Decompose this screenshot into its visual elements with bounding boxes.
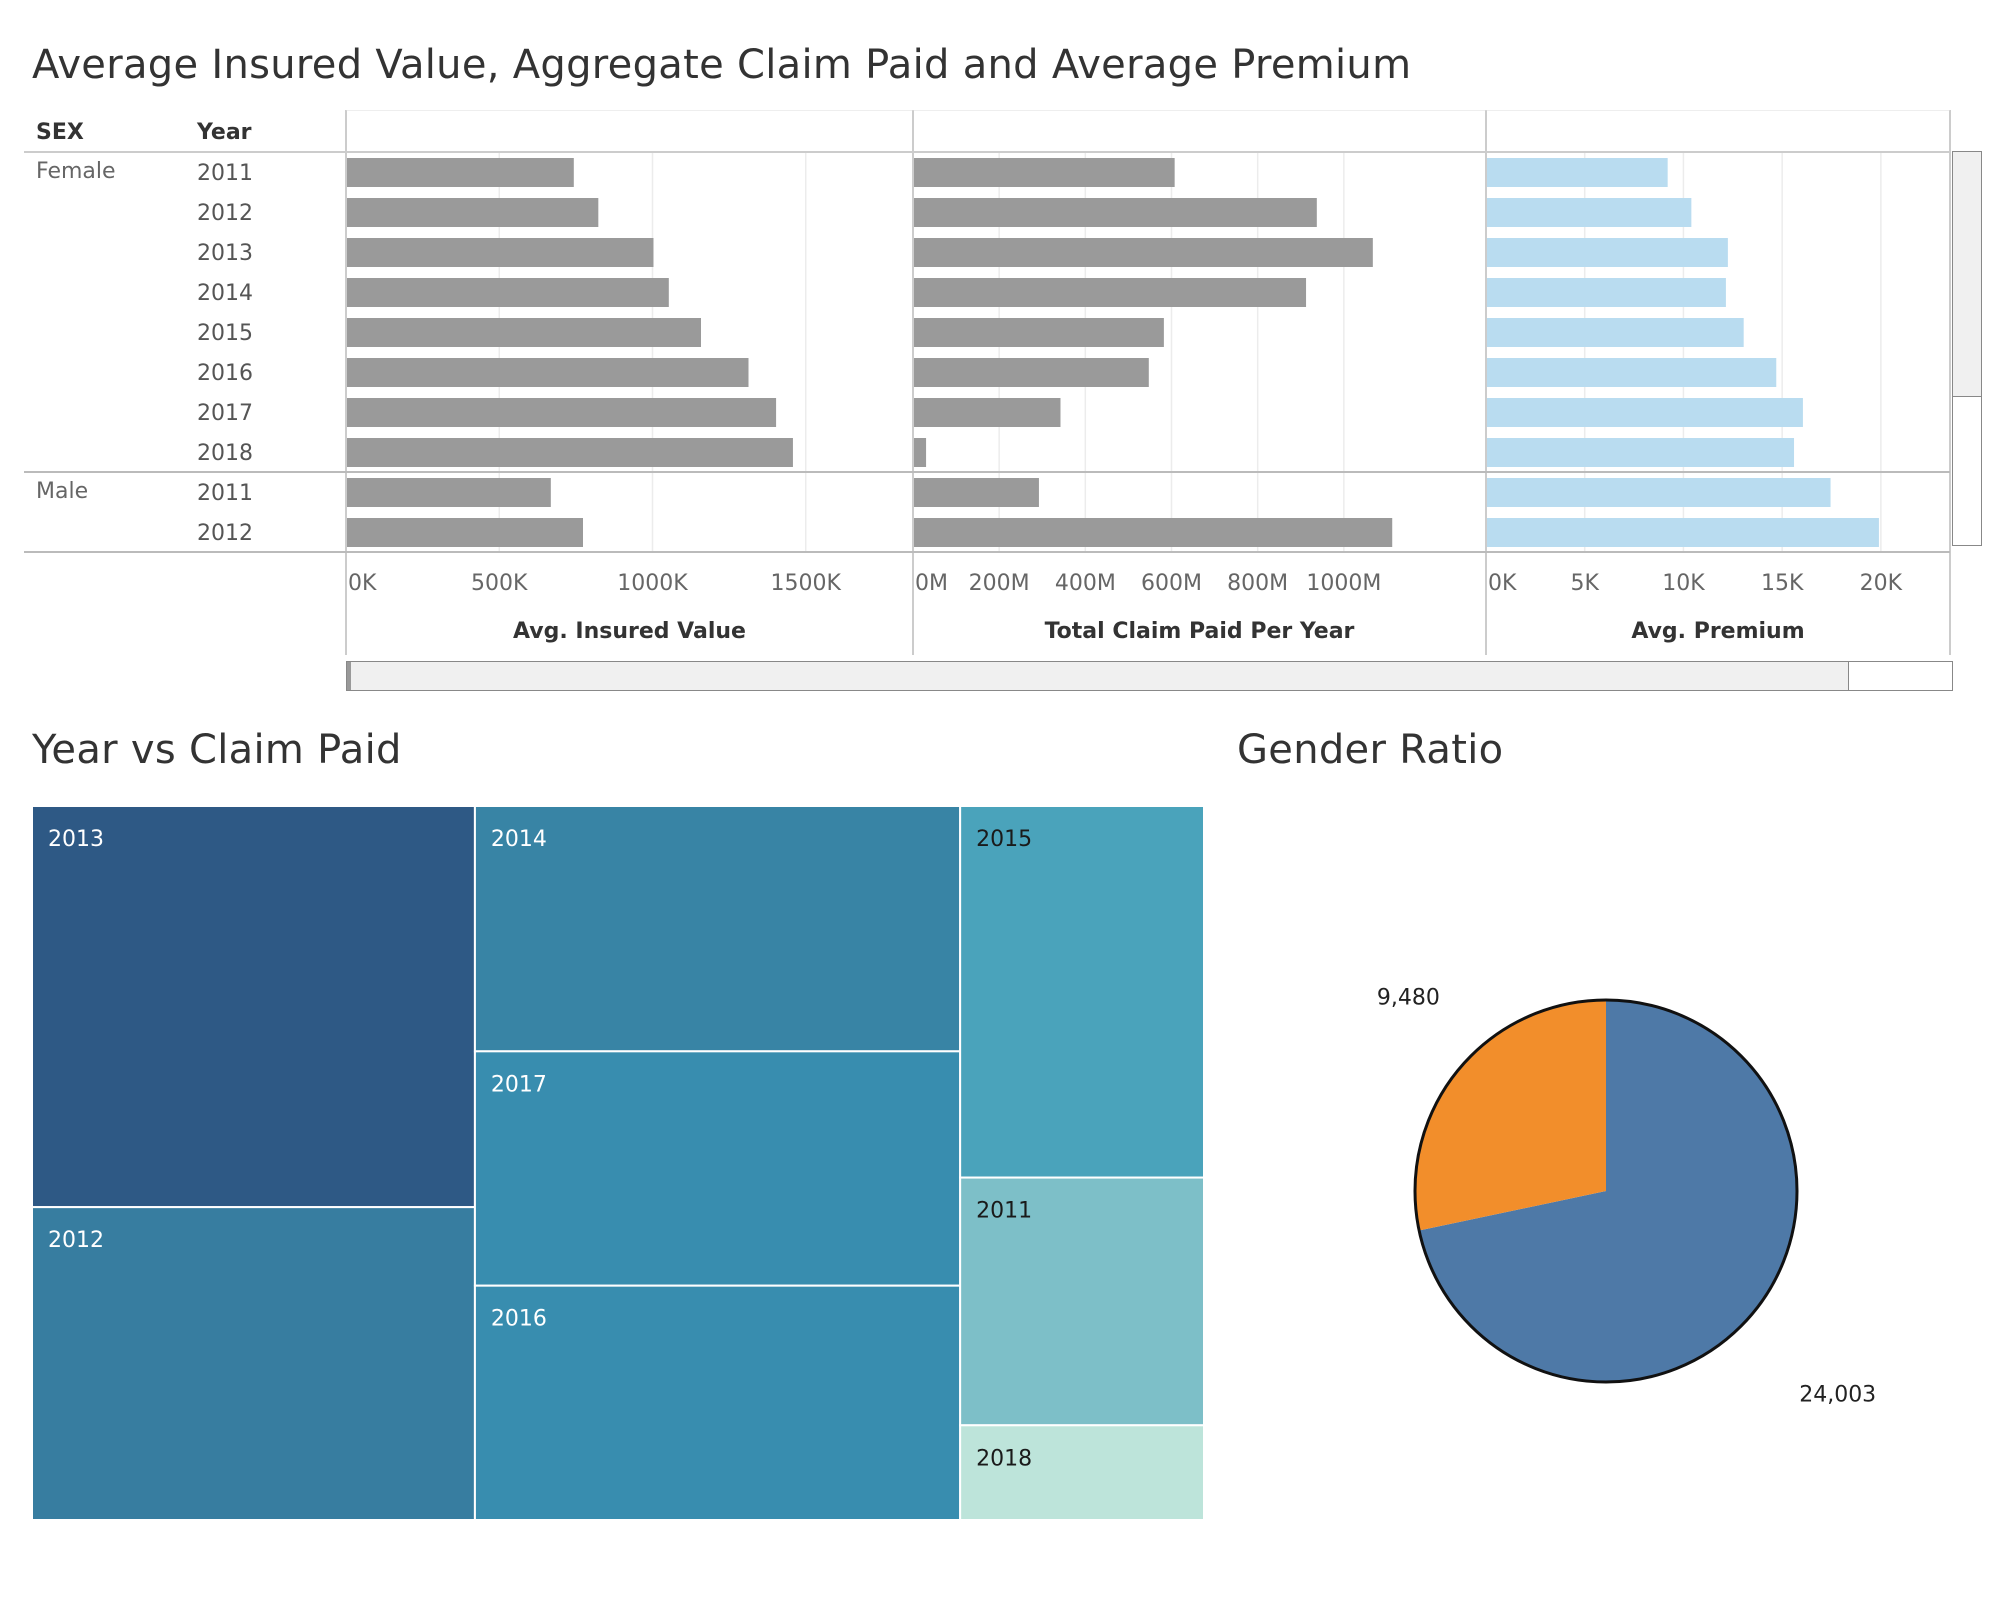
- bar: [914, 478, 1039, 507]
- treemap-cell-label: 2015: [976, 827, 1032, 852]
- bar: [1487, 198, 1692, 227]
- bar: [914, 358, 1149, 387]
- horizontal-scrollbar[interactable]: [346, 661, 1953, 691]
- pie-value-label: 9,480: [1377, 985, 1440, 1010]
- tick-label: 1500K: [771, 571, 842, 596]
- bar: [914, 238, 1373, 267]
- treemap-chart: 2013 2012 2014 2017 2016 2015 2011 2018: [32, 806, 1204, 1520]
- bar: [347, 478, 551, 507]
- bar: [347, 238, 654, 267]
- vertical-scrollbar-thumb[interactable]: [1953, 152, 1981, 397]
- year-label: 2017: [197, 401, 253, 426]
- tick-label: 0M: [915, 571, 948, 596]
- treemap-cell-label: 2016: [491, 1307, 547, 1332]
- bar: [914, 158, 1175, 187]
- year-label: 2013: [197, 241, 253, 266]
- bar: [914, 438, 927, 467]
- axis-title: Avg. Insured Value: [513, 619, 746, 644]
- sex-label: Male: [36, 479, 88, 504]
- bar: [347, 278, 669, 307]
- bar: [1487, 278, 1726, 307]
- bar: [347, 198, 599, 227]
- bar: [1487, 358, 1777, 387]
- tick-label: 0K: [348, 571, 377, 596]
- treemap-cell-label: 2012: [48, 1228, 104, 1253]
- bar: [1487, 158, 1668, 187]
- year-label: 2014: [197, 281, 253, 306]
- bar: [1487, 438, 1795, 467]
- bar-chart-panels: Female 2011 2012 2013 2014 2015 2016 2017 2018 Ma…: [24, 110, 1951, 655]
- tick-label: 600M: [1141, 571, 1202, 596]
- pie-title: Gender Ratio: [1237, 727, 1504, 773]
- bar: [1487, 518, 1879, 547]
- treemap-cell-label: 2017: [491, 1072, 547, 1097]
- axis-title: Avg. Premium: [1631, 619, 1804, 644]
- tick-label: 1000M: [1306, 571, 1381, 596]
- top-chart-title: Average Insured Value, Aggregate Claim P…: [32, 42, 1412, 88]
- bar: [347, 518, 583, 547]
- treemap-cell-label: 2014: [491, 827, 547, 852]
- pie-chart: 24,003 9,480: [1377, 985, 1876, 1407]
- tick-label: 20K: [1860, 571, 1903, 596]
- tick-label: 10K: [1662, 571, 1705, 596]
- year-label: 2012: [197, 201, 253, 226]
- treemap-cell-2013: [32, 806, 476, 1209]
- bar: [914, 518, 1393, 547]
- horizontal-scrollbar-thumb[interactable]: [347, 662, 1849, 690]
- pie-outline: [1413, 998, 1799, 1384]
- bar: [347, 158, 574, 187]
- bar: [1487, 238, 1728, 267]
- bar: [1487, 318, 1744, 347]
- bar: [914, 398, 1061, 427]
- year-header: Year: [197, 120, 252, 145]
- treemap-cell-2015: [959, 806, 1204, 1179]
- tick-label: 500K: [471, 571, 528, 596]
- tick-label: 0K: [1488, 571, 1517, 596]
- tick-label: 15K: [1761, 571, 1804, 596]
- tick-label: 200M: [969, 571, 1030, 596]
- treemap-cell-2017: [473, 1050, 962, 1287]
- year-label: 2016: [197, 361, 253, 386]
- pie-value-label: 24,003: [1799, 1382, 1876, 1407]
- treemap-cell-2014: [473, 806, 962, 1053]
- treemap-cell-2012: [32, 1206, 476, 1520]
- year-label: 2011: [197, 481, 253, 506]
- tick-label: 400M: [1055, 571, 1116, 596]
- sex-label: Female: [36, 159, 116, 184]
- bar: [1487, 398, 1803, 427]
- treemap-cell-label: 2013: [48, 827, 104, 852]
- treemap-cell-2011: [959, 1176, 1204, 1427]
- pie-slice: [1419, 1000, 1797, 1382]
- bar: [914, 278, 1307, 307]
- treemap-cell-2016: [473, 1284, 962, 1520]
- tick-label: 800M: [1227, 571, 1288, 596]
- treemap-cell-2018: [959, 1424, 1204, 1520]
- axis-title: Total Claim Paid Per Year: [1045, 619, 1355, 644]
- bar: [347, 358, 749, 387]
- bar: [347, 398, 777, 427]
- bar: [914, 198, 1317, 227]
- treemap-title: Year vs Claim Paid: [32, 727, 402, 773]
- treemap-cell-label: 2011: [976, 1199, 1032, 1224]
- sex-header: SEX: [36, 120, 84, 145]
- pie-slice: [1415, 1000, 1606, 1231]
- tick-label: 5K: [1571, 571, 1600, 596]
- year-label: 2012: [197, 521, 253, 546]
- bar: [347, 318, 701, 347]
- bar: [1487, 478, 1831, 507]
- year-label: 2015: [197, 321, 253, 346]
- year-label: 2018: [197, 441, 253, 466]
- bar: [347, 438, 793, 467]
- vertical-scrollbar[interactable]: [1952, 151, 1982, 546]
- treemap-cell-label: 2018: [976, 1446, 1032, 1471]
- bar: [914, 318, 1164, 347]
- year-label: 2011: [197, 161, 253, 186]
- tick-label: 1000K: [617, 571, 688, 596]
